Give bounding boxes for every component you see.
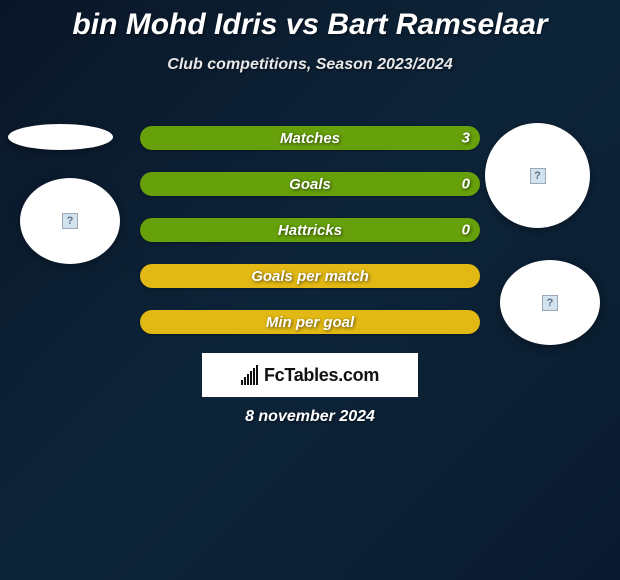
stat-label: Matches: [280, 130, 340, 147]
image-placeholder-icon: [530, 168, 546, 184]
image-placeholder-icon: [542, 295, 558, 311]
player-right-avatar: [485, 123, 590, 228]
stat-row: Min per goal: [140, 310, 480, 334]
stat-row: Goals per match: [140, 264, 480, 288]
stat-label: Goals: [289, 176, 331, 193]
page-title: bin Mohd Idris vs Bart Ramselaar: [0, 0, 620, 42]
stat-value-right: 3: [462, 130, 470, 147]
image-placeholder-icon: [62, 213, 78, 229]
fctables-logo: FcTables.com: [202, 353, 418, 397]
stat-row: Goals 0: [140, 172, 480, 196]
stat-label: Min per goal: [266, 314, 354, 331]
logo-bar: [250, 371, 252, 385]
stat-row: Hattricks 0: [140, 218, 480, 242]
date-label: 8 november 2024: [0, 408, 620, 426]
player-left-ellipse: [8, 124, 113, 150]
player-left-avatar: [20, 178, 120, 264]
page-subtitle: Club competitions, Season 2023/2024: [0, 56, 620, 74]
stat-label: Hattricks: [278, 222, 342, 239]
logo-bar: [244, 377, 246, 385]
logo-bar: [256, 365, 258, 385]
stat-label: Goals per match: [251, 268, 369, 285]
logo-text: FcTables.com: [264, 365, 379, 386]
stats-rows: Matches 3 Goals 0 Hattricks 0 Goals per match M…: [140, 126, 480, 356]
logo-bar: [241, 380, 243, 385]
logo-bar: [253, 368, 255, 385]
stat-row: Matches 3: [140, 126, 480, 150]
logo-bar: [247, 374, 249, 385]
stat-value-right: 0: [462, 222, 470, 239]
stat-value-right: 0: [462, 176, 470, 193]
player-right-club-avatar: [500, 260, 600, 345]
logo-bars-icon: [241, 365, 258, 385]
